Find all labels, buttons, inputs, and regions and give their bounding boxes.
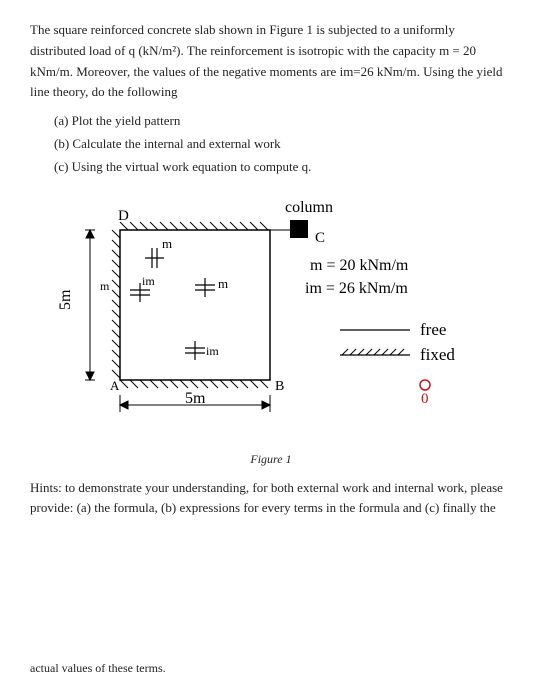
legend-fixed-line bbox=[340, 349, 410, 355]
moment-m-mid bbox=[195, 278, 215, 297]
label-im-left: im bbox=[142, 274, 155, 288]
label-A: A bbox=[110, 378, 120, 393]
hints-paragraph: Hints: to demonstrate your understanding… bbox=[30, 478, 512, 520]
hatch-bottom bbox=[120, 380, 268, 388]
legend-zero-circle bbox=[420, 380, 430, 390]
hatch-top bbox=[120, 222, 268, 230]
label-dim-h: 5m bbox=[185, 390, 206, 407]
label-free: free bbox=[420, 320, 446, 339]
dim-vertical bbox=[85, 230, 95, 380]
task-list: (a) Plot the yield pattern (b) Calculate… bbox=[54, 111, 512, 177]
figure-caption: Figure 1 bbox=[30, 450, 512, 469]
label-zero: 0 bbox=[421, 391, 429, 407]
label-B: B bbox=[275, 379, 284, 394]
footer-paragraph: actual values of these terms. bbox=[30, 659, 512, 678]
figure-svg: column C D A B m im m im m m = 20 kNm/m … bbox=[30, 190, 500, 440]
label-dim-v: 5m bbox=[57, 289, 74, 310]
label-eq2: im = 26 kNm/m bbox=[305, 280, 408, 297]
label-m-outer: m bbox=[100, 279, 110, 293]
task-a: (a) Plot the yield pattern bbox=[54, 111, 512, 132]
hatch-left bbox=[112, 230, 120, 378]
moment-m-top bbox=[145, 248, 164, 268]
moment-im-bottom bbox=[185, 341, 205, 360]
task-c: (c) Using the virtual work equation to c… bbox=[54, 157, 512, 178]
intro-paragraph: The square reinforced concrete slab show… bbox=[30, 20, 512, 103]
label-m-mid: m bbox=[218, 276, 228, 291]
label-eq1: m = 20 kNm/m bbox=[310, 257, 409, 274]
figure-1: column C D A B m im m im m m = 20 kNm/m … bbox=[30, 190, 512, 470]
label-column: column bbox=[285, 199, 333, 216]
label-im-bottom: im bbox=[206, 344, 219, 358]
label-fixed: fixed bbox=[420, 345, 455, 364]
label-D: D bbox=[118, 208, 129, 224]
column-square bbox=[290, 220, 308, 238]
label-m-top: m bbox=[162, 236, 172, 251]
label-C: C bbox=[315, 230, 325, 246]
task-b: (b) Calculate the internal and external … bbox=[54, 134, 512, 155]
